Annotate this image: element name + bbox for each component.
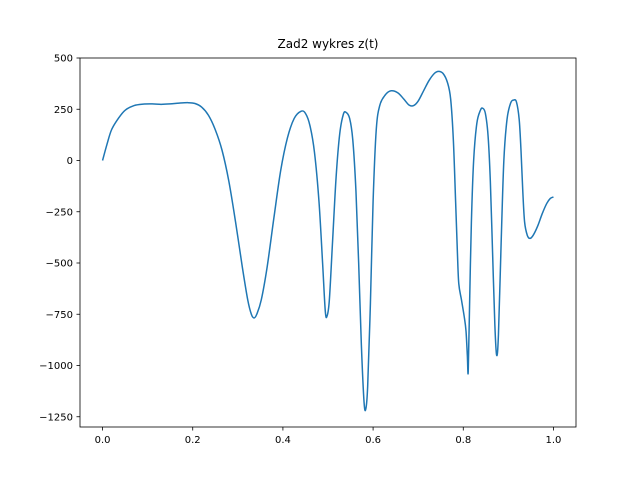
x-tick-label: 0.0 [95, 435, 111, 446]
y-tick-label: −1000 [39, 361, 73, 372]
x-tick-label: 0.2 [185, 435, 201, 446]
x-axis-ticks: 0.0 0.2 0.4 0.6 0.8 1.0 [95, 427, 562, 446]
y-tick-label: −500 [46, 259, 73, 270]
chart-title: Zad2 wykres z(t) [278, 37, 379, 51]
x-tick-label: 0.6 [365, 435, 381, 446]
x-tick-label: 0.4 [275, 435, 291, 446]
x-tick-label: 1.0 [546, 435, 562, 446]
y-tick-label: −1250 [39, 412, 73, 423]
plot-frame [79, 57, 577, 428]
y-tick-label: −250 [46, 207, 73, 218]
x-tick-label: 0.8 [455, 435, 471, 446]
y-tick-label: −750 [46, 310, 73, 321]
series-layer [101, 70, 554, 412]
y-tick-label: 500 [54, 54, 73, 65]
y-axis-ticks: 500 250 0 −250 −500 −750 −1000 −1250 [39, 54, 80, 423]
y-tick-label: 250 [54, 105, 73, 116]
series-line [101, 70, 554, 412]
y-tick-label: 0 [67, 156, 73, 167]
